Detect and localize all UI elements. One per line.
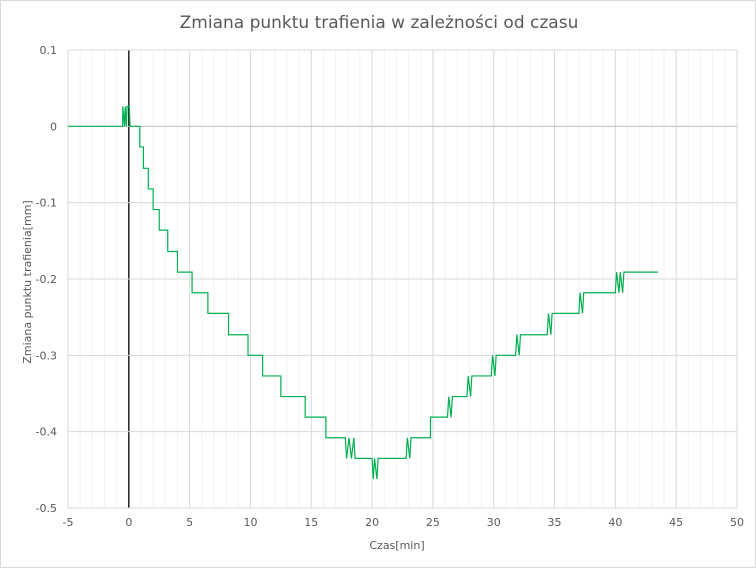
y-tick-label: -0.4 xyxy=(36,426,57,439)
x-tick-label: 25 xyxy=(426,516,440,529)
x-tick-labels: -5 0 5 10 15 20 25 30 35 40 45 50 xyxy=(63,516,744,529)
x-tick-label: 35 xyxy=(548,516,562,529)
x-tick-label: 20 xyxy=(365,516,379,529)
series-layer xyxy=(68,105,658,480)
y-tick-label: -0.1 xyxy=(36,197,57,210)
y-tick-labels: 0.1 0 -0.1 -0.2 -0.3 -0.4 -0.5 xyxy=(36,44,57,515)
x-axis-title: Czas[min] xyxy=(369,539,424,552)
x-tick-label: 50 xyxy=(730,516,744,529)
x-tick-label: 10 xyxy=(243,516,257,529)
x-tick-label: 5 xyxy=(186,516,193,529)
y-axis-title: Zmiana punktu trafienia[mm] xyxy=(21,200,34,363)
x-tick-label: -5 xyxy=(63,516,74,529)
chart-title: Zmiana punktu trafienia w zależności od … xyxy=(180,13,579,33)
grid xyxy=(67,49,738,509)
x-tick-label: 45 xyxy=(669,516,683,529)
x-tick-label: 30 xyxy=(487,516,501,529)
y-tick-label: -0.5 xyxy=(36,502,57,515)
x-tick-label: 15 xyxy=(304,516,318,529)
x-tick-label: 0 xyxy=(125,516,132,529)
y-tick-label: 0 xyxy=(50,120,57,133)
y-tick-label: -0.3 xyxy=(36,349,57,362)
y-tick-label: 0.1 xyxy=(40,44,58,57)
y-tick-label: -0.2 xyxy=(36,273,57,286)
series-line xyxy=(68,105,658,480)
x-tick-label: 40 xyxy=(608,516,622,529)
